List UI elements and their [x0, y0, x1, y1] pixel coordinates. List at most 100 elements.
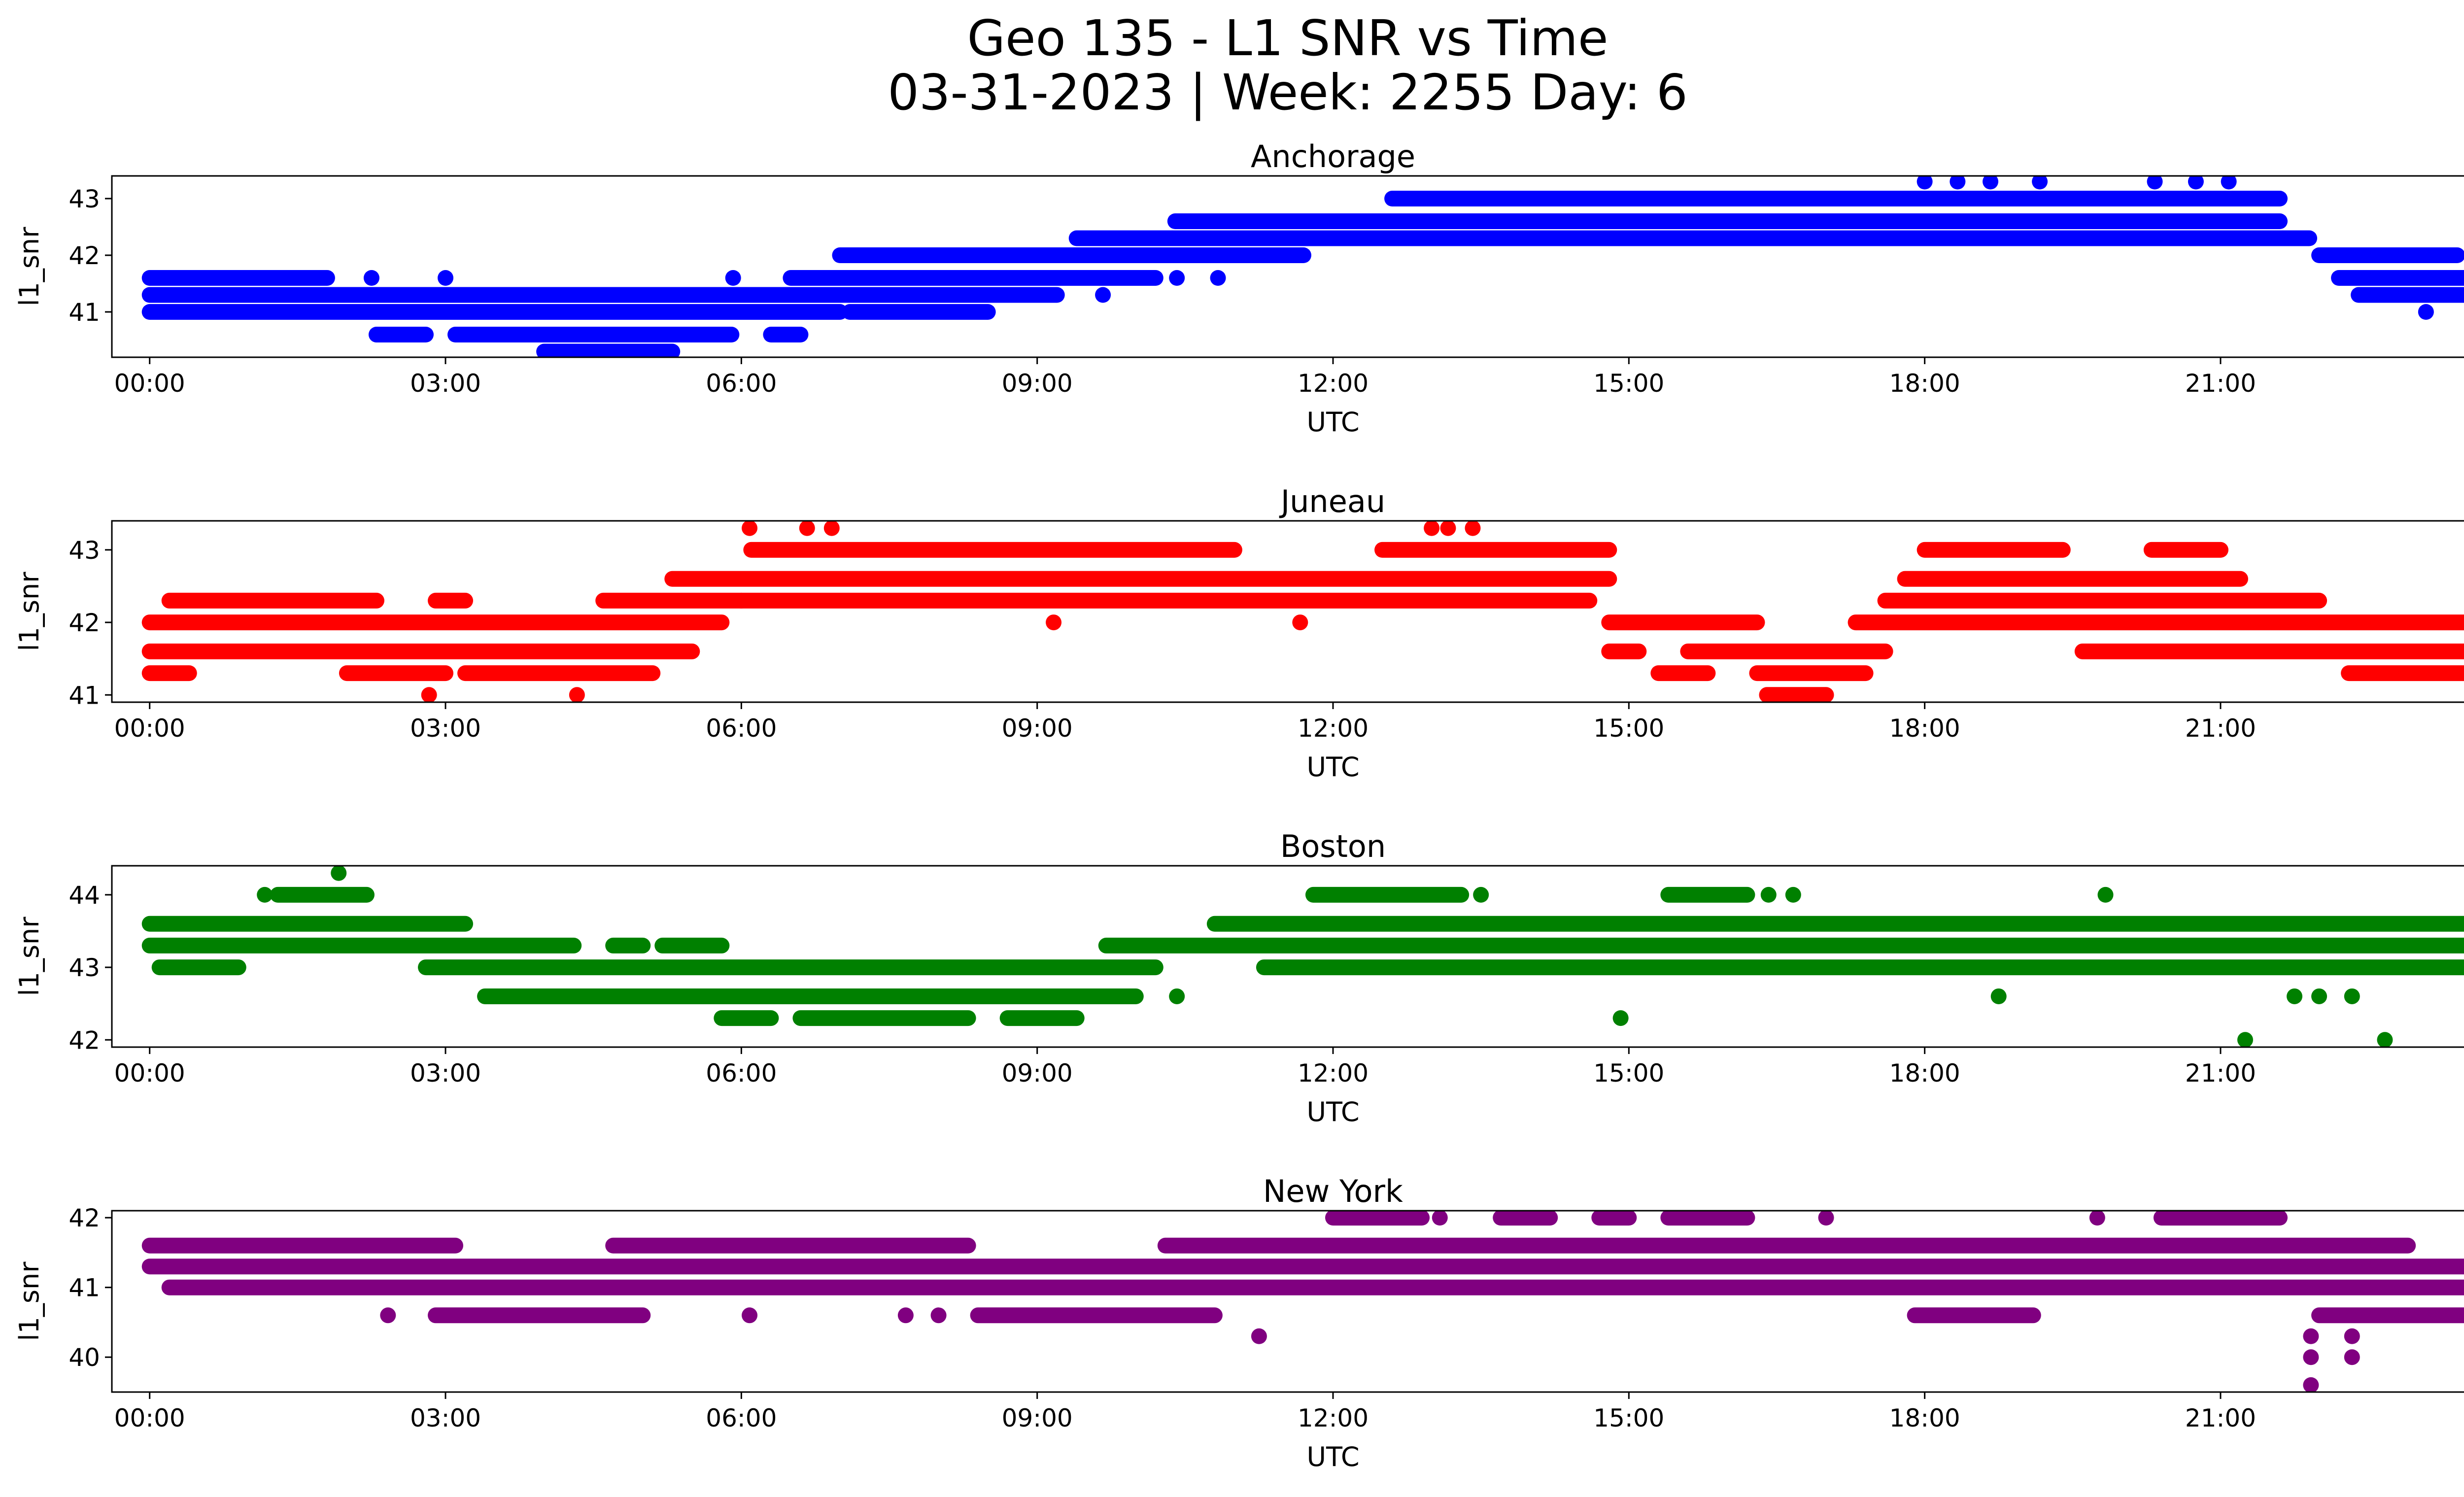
data-point [2418, 304, 2434, 320]
data-band [1068, 230, 2318, 246]
data-band [2143, 542, 2228, 558]
data-point [150, 270, 166, 286]
x-tick-label: 15:00 [1593, 369, 1664, 398]
x-axis-label-boston: UTC [1306, 1096, 1359, 1127]
x-tick-label: 18:00 [1889, 1059, 1960, 1088]
x-tick-label: 21:00 [2185, 1059, 2256, 1088]
x-tick-label: 03:00 [410, 1404, 481, 1432]
data-band [1601, 614, 1765, 631]
y-axis-label-boston: l1_snr [14, 917, 45, 996]
x-tick-label: 09:00 [1002, 1404, 1073, 1432]
data-band [141, 937, 582, 953]
x-tick-label: 12:00 [1298, 369, 1369, 398]
data-point [331, 866, 347, 881]
data-band [428, 1307, 651, 1324]
data-band [970, 1307, 1223, 1324]
y-tick-label: 43 [68, 536, 100, 565]
data-point [1465, 521, 1481, 536]
data-band [418, 959, 1164, 976]
data-point [421, 687, 437, 702]
y-tick-label: 42 [68, 241, 100, 270]
data-point [2147, 176, 2163, 190]
data-band [743, 542, 1242, 558]
data-band [161, 1279, 2464, 1295]
data-point [1785, 886, 1801, 903]
data-point [2344, 1328, 2360, 1344]
series-boston [141, 866, 2464, 1047]
data-point [1432, 1211, 1448, 1226]
data-point [438, 270, 454, 286]
y-axis-label-new-york: l1_snr [14, 1261, 45, 1341]
data-band [999, 1010, 1085, 1026]
data-band [1749, 665, 1874, 681]
data-point [2303, 1377, 2319, 1392]
data-band [1325, 1211, 1430, 1226]
data-point [2032, 176, 2048, 190]
data-band [141, 270, 335, 286]
data-point [1760, 886, 1777, 903]
data-band [2311, 247, 2464, 263]
data-band [1098, 937, 2464, 953]
x-tick-label: 12:00 [1298, 714, 1369, 743]
x-tick-label: 00:00 [114, 1404, 185, 1432]
x-tick-label: 21:00 [2185, 714, 2256, 743]
data-band [654, 937, 730, 953]
data-band [783, 270, 1164, 286]
data-band [733, 592, 1598, 609]
data-band [141, 614, 730, 631]
data-band [2341, 665, 2464, 681]
data-point [1251, 1328, 1267, 1344]
data-point [569, 687, 585, 702]
data-band [477, 988, 1144, 1004]
data-band [1206, 916, 2464, 932]
data-point [1169, 270, 1185, 286]
data-point [2377, 1032, 2393, 1047]
data-band [1877, 592, 2327, 609]
data-point [2097, 886, 2114, 903]
data-point [1046, 614, 1062, 631]
data-band [664, 571, 1617, 587]
data-band [447, 327, 740, 342]
data-point [1424, 521, 1440, 536]
data-point [2303, 1328, 2319, 1344]
data-band [605, 1237, 976, 1254]
y-tick-label: 43 [68, 185, 100, 213]
x-axis-label-anchorage: UTC [1306, 407, 1359, 438]
data-point [2188, 176, 2204, 190]
data-band [141, 287, 789, 303]
x-axis-label-juneau: UTC [1306, 751, 1359, 783]
y-axis-label-anchorage: l1_snr [14, 227, 45, 306]
data-point [1612, 1010, 1629, 1026]
x-tick-label: 18:00 [1889, 714, 1960, 743]
data-band [1493, 1211, 1558, 1226]
data-band [1916, 542, 2071, 558]
x-tick-label: 00:00 [114, 1059, 185, 1088]
data-band [1897, 571, 2248, 587]
x-tick-label: 15:00 [1593, 1404, 1664, 1432]
data-band [1907, 1307, 2041, 1324]
figure-title: Geo 135 - L1 SNR vs Time [967, 9, 1608, 67]
x-tick-label: 06:00 [706, 1404, 777, 1432]
data-point [1990, 988, 2007, 1004]
data-band [141, 304, 848, 320]
data-point [1916, 176, 1933, 190]
data-band [1660, 886, 1755, 903]
x-tick-label: 03:00 [410, 1059, 481, 1088]
subplot-anchorage: Anchorage 00:00 03:00 06:00 09:00 12:00 15:00 1… [14, 138, 2464, 438]
data-band [141, 1259, 2464, 1275]
data-band [1848, 614, 2464, 631]
data-point [2311, 988, 2327, 1004]
data-band [151, 959, 246, 976]
x-tick-label: 03:00 [410, 369, 481, 398]
data-band [1167, 213, 2288, 229]
subplots: Anchorage 00:00 03:00 06:00 09:00 12:00 15:00 1… [14, 138, 2464, 1472]
x-tick-label: 18:00 [1889, 369, 1960, 398]
data-point [823, 521, 840, 536]
data-band [141, 643, 700, 659]
data-band [428, 592, 474, 609]
data-band [368, 327, 434, 342]
data-point [1292, 614, 1308, 631]
data-point [1983, 176, 1999, 190]
data-band [1680, 643, 1893, 659]
